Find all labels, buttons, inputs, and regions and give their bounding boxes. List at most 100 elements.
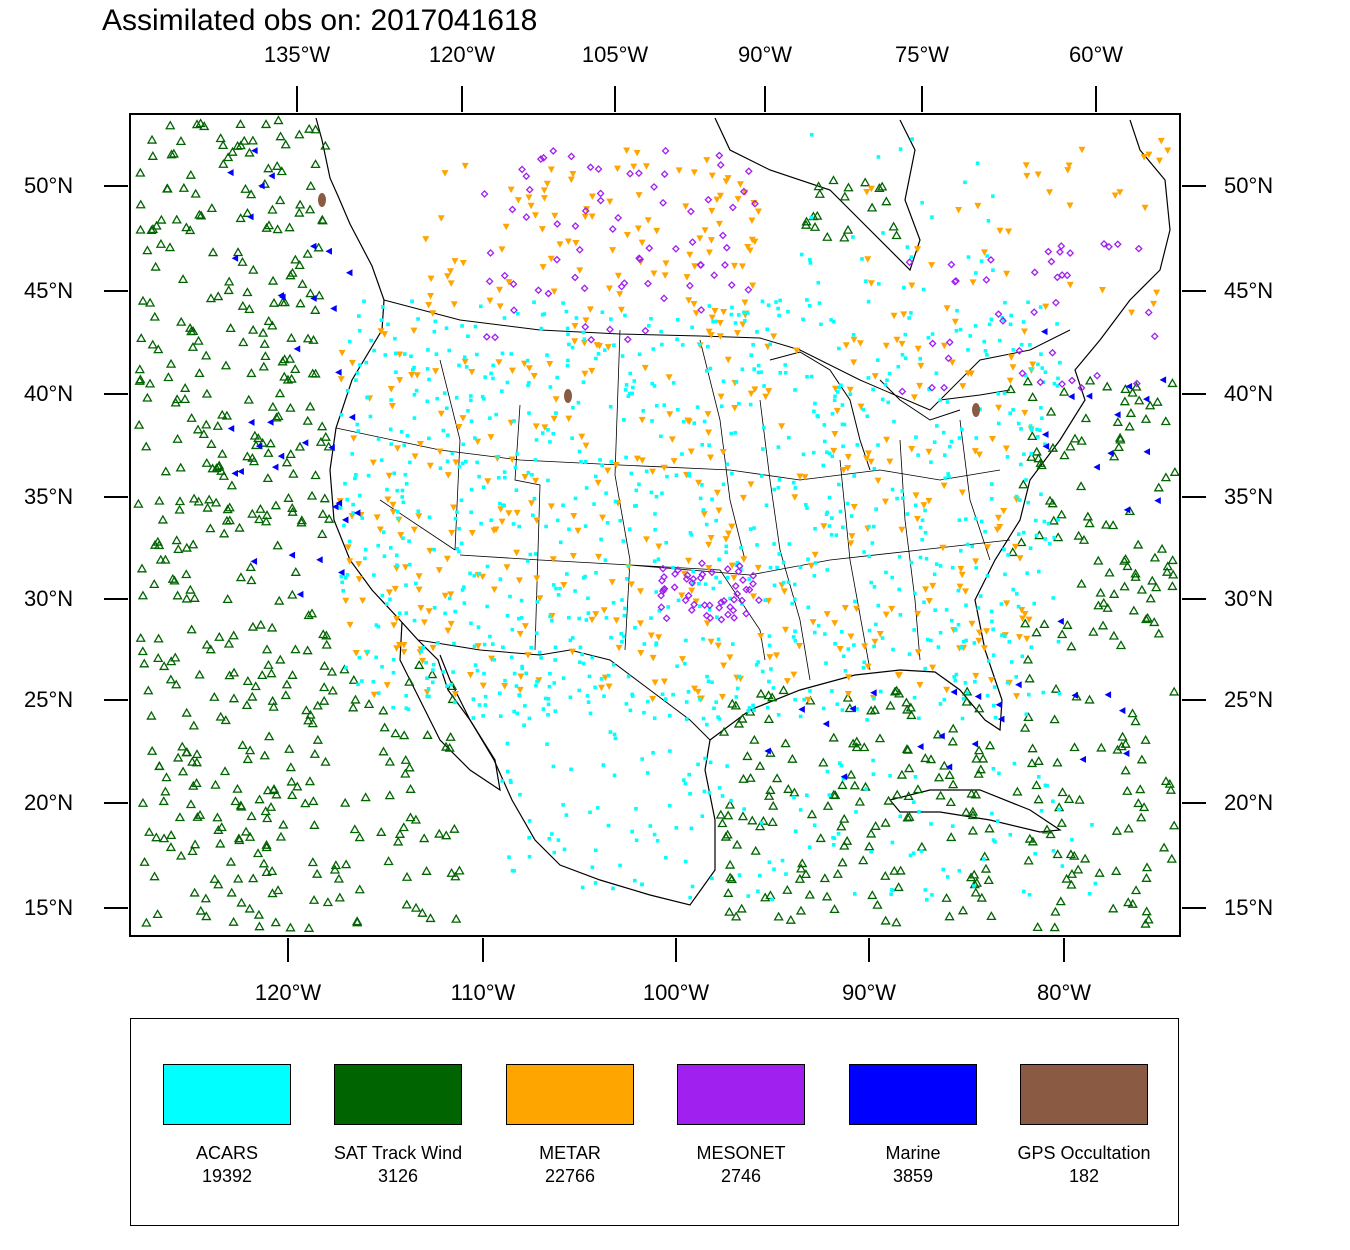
- metar-ob: [355, 561, 363, 568]
- acars-ob: [518, 792, 522, 797]
- sat-track-wind-ob: [177, 274, 189, 284]
- acars-ob: [825, 568, 830, 572]
- acars-ob: [512, 671, 517, 676]
- acars-ob: [1003, 300, 1007, 305]
- acars-ob: [983, 529, 987, 534]
- sat-track-wind-ob: [244, 745, 256, 755]
- metar-ob: [757, 633, 765, 640]
- acars-ob: [920, 518, 925, 523]
- metar-ob: [644, 217, 652, 224]
- acars-ob: [943, 476, 948, 481]
- acars-ob: [394, 553, 399, 558]
- acars-ob: [362, 299, 366, 304]
- acars-ob: [683, 781, 688, 786]
- mesonet-ob: [673, 566, 682, 574]
- sat-track-wind-ob: [1152, 396, 1163, 406]
- metar-ob: [793, 347, 801, 355]
- metar-ob: [701, 227, 709, 234]
- metar-ob: [503, 564, 511, 571]
- acars-ob: [475, 460, 479, 465]
- sat-track-wind-ob: [174, 504, 185, 514]
- acars-ob: [964, 603, 968, 608]
- acars-ob: [584, 486, 589, 490]
- acars-ob: [602, 694, 606, 698]
- acars-ob: [926, 336, 931, 340]
- metar-ob: [387, 386, 395, 393]
- metar-ob: [605, 683, 613, 691]
- mesonet-ob: [684, 591, 693, 600]
- metar-ob: [844, 465, 852, 472]
- acars-ob: [356, 429, 361, 433]
- acars-ob: [532, 496, 537, 501]
- acars-ob: [579, 459, 583, 464]
- acars-ob: [505, 769, 510, 774]
- canada-us-border: [383, 299, 1071, 411]
- sat-track-wind-ob: [184, 322, 196, 332]
- acars-ob: [772, 542, 776, 546]
- metar-ob: [487, 434, 495, 441]
- acars-ob: [891, 647, 895, 652]
- sat-track-wind-ob: [217, 448, 228, 458]
- sat-track-wind-ob: [723, 888, 734, 897]
- sat-track-wind-ob: [158, 796, 169, 806]
- metar-ob: [700, 511, 708, 518]
- sat-track-wind-ob: [147, 339, 158, 349]
- metar-ob: [437, 215, 445, 222]
- acars-ob: [831, 835, 835, 840]
- sat-track-wind-ob: [267, 401, 279, 411]
- metar-ob: [397, 532, 405, 539]
- acars-ob: [919, 849, 924, 853]
- acars-ob: [505, 741, 510, 746]
- acars-ob: [357, 655, 362, 660]
- acars-ob: [454, 395, 459, 400]
- acars-ob: [471, 697, 476, 701]
- acars-ob: [995, 819, 1000, 823]
- sat-track-wind-ob: [302, 333, 314, 343]
- metar-ob: [1021, 610, 1029, 618]
- metar-ob: [850, 503, 858, 511]
- acars-ob: [543, 696, 548, 701]
- sat-track-wind-ob: [253, 909, 265, 919]
- sat-track-wind-ob: [1130, 885, 1142, 895]
- acars-ob: [355, 371, 360, 375]
- mesonet-ob: [689, 575, 698, 583]
- sat-track-wind-ob: [1049, 714, 1060, 724]
- marine-ob: [1143, 448, 1150, 456]
- acars-ob: [747, 706, 752, 710]
- acars-ob: [705, 722, 709, 727]
- acars-ob: [793, 629, 797, 634]
- sat-track-wind-ob: [135, 167, 146, 177]
- sat-track-wind-ob: [271, 789, 282, 799]
- sat-track-wind-ob: [134, 419, 145, 429]
- acars-ob: [739, 546, 743, 550]
- sat-track-wind-ob: [181, 222, 192, 232]
- metar-ob: [638, 457, 646, 464]
- sat-track-wind-ob: [847, 738, 859, 748]
- metar-ob: [1006, 377, 1014, 385]
- sat-track-wind-ob: [171, 214, 182, 224]
- acars-ob: [524, 671, 529, 676]
- mesonet-ob: [614, 213, 623, 222]
- metar-ob: [914, 649, 922, 656]
- sat-track-wind-ob: [240, 826, 252, 836]
- sat-track-wind-ob: [755, 688, 767, 698]
- sat-track-wind-ob: [142, 392, 153, 402]
- acars-ob: [481, 485, 486, 489]
- acars-ob: [806, 605, 811, 610]
- acars-ob: [946, 472, 950, 476]
- sat-track-wind-ob: [178, 182, 189, 192]
- sat-track-wind-ob: [1120, 765, 1131, 775]
- acars-ob: [525, 358, 530, 363]
- acars-ob: [957, 436, 962, 440]
- mesonet-ob: [928, 383, 936, 392]
- metar-ob: [394, 445, 402, 452]
- metar-ob: [1029, 361, 1037, 368]
- acars-ob: [689, 533, 694, 537]
- sat-track-wind-ob: [175, 462, 186, 472]
- sat-track-wind-ob: [731, 911, 742, 921]
- acars-ob: [654, 403, 659, 408]
- metar-ob: [517, 673, 525, 681]
- mesonet-ob: [1105, 242, 1113, 251]
- sat-track-wind-ob: [717, 818, 728, 828]
- metar-ob: [396, 351, 404, 359]
